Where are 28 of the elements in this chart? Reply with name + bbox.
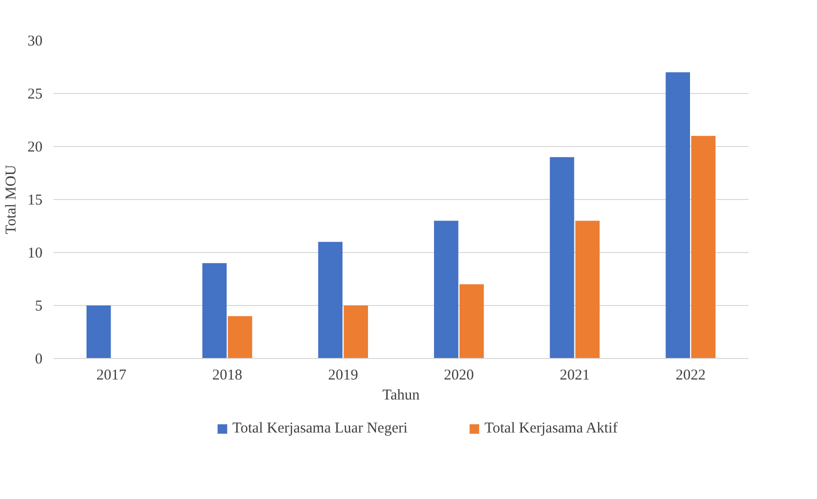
bar [86,306,111,358]
x-axis-title: Tahun [382,388,420,404]
x-tick-label: 2021 [560,368,590,384]
y-tick-label: 10 [28,246,42,262]
x-tick-label: 2020 [444,368,474,384]
y-tick-label: 20 [28,140,42,156]
y-tick-label: 25 [28,86,42,102]
legend-label: Total Kerjasama Aktif [484,420,618,437]
y-tick-label: 30 [28,34,42,50]
bar [434,220,458,358]
bar [228,316,252,358]
y-tick-label: 5 [35,298,42,314]
x-tick-label: 2018 [212,368,242,384]
bar [459,284,484,358]
bar [575,220,600,358]
y-axis-title: Total MOU [4,164,20,234]
x-tick-label: 2022 [676,368,706,384]
bar [344,306,368,358]
bar [691,136,716,358]
y-tick-label: 0 [35,352,42,368]
x-tick-label: 2019 [328,368,358,384]
bar [550,157,574,358]
y-tick-label: 15 [28,192,42,208]
bar [666,72,690,358]
bar [202,263,227,358]
bar [318,242,343,358]
x-tick-label: 2017 [96,368,127,384]
legend-label: Total Kerjasama Luar Negeri [232,420,408,437]
